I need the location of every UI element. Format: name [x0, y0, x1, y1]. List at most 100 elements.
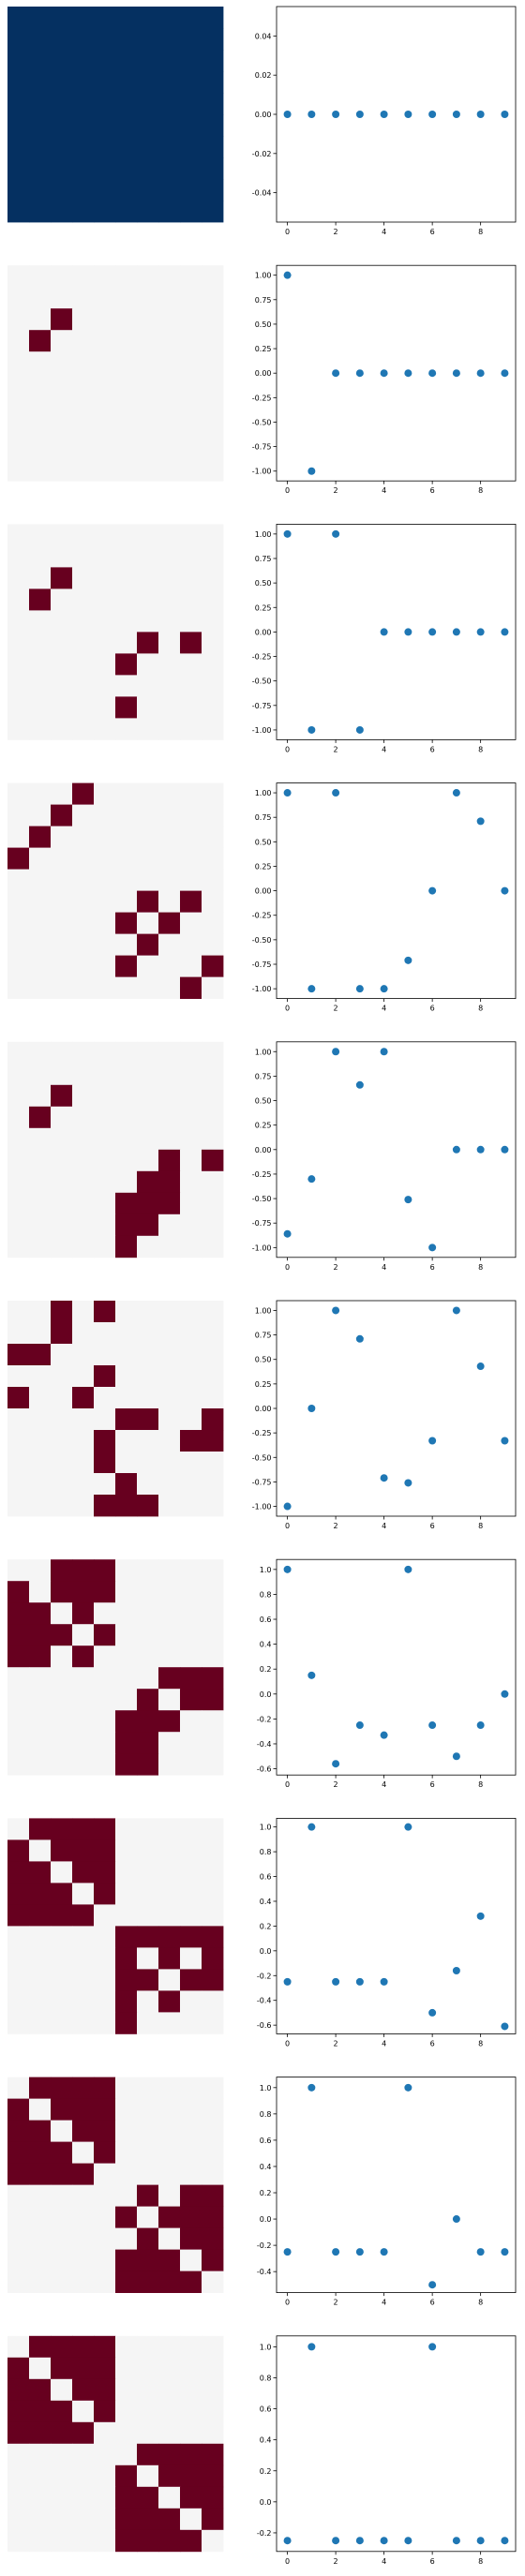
heatmap-cell — [115, 157, 138, 180]
heatmap-cell — [115, 308, 138, 331]
heatmap-cell — [51, 2443, 73, 2466]
heatmap-cell — [202, 2357, 224, 2380]
heatmap-cell — [72, 1689, 95, 1711]
heatmap-cell — [8, 1947, 30, 1970]
x-tick-label: 0 — [285, 2039, 290, 2047]
heatmap-cell — [137, 1904, 159, 1927]
heatmap-cell — [72, 1753, 95, 1776]
heatmap-cell — [115, 2120, 138, 2142]
heatmap-cell — [72, 675, 95, 697]
x-tick-label: 6 — [430, 2557, 435, 2566]
heatmap-cell — [202, 201, 224, 223]
heatmap-panel-7 — [8, 1559, 224, 1776]
y-tick-label: 0.4 — [260, 2436, 272, 2445]
y-tick-label: 0.0 — [260, 1690, 272, 1699]
heatmap-cell — [158, 782, 181, 805]
data-point — [355, 985, 364, 993]
y-tick-label: 0.8 — [260, 1848, 272, 1856]
heatmap-cell — [158, 1581, 181, 1603]
heatmap-cell — [180, 653, 202, 676]
heatmap-cell — [137, 2486, 159, 2509]
data-point — [380, 1474, 388, 1482]
data-point — [308, 1671, 316, 1679]
heatmap-cell — [158, 373, 181, 395]
heatmap-cell — [94, 675, 116, 697]
heatmap-cell — [72, 2184, 95, 2207]
heatmap-cell — [115, 2077, 138, 2099]
heatmap-cell — [94, 2206, 116, 2228]
heatmap-cell — [180, 1710, 202, 1733]
heatmap-cell — [180, 1947, 202, 1970]
heatmap-cell — [202, 1063, 224, 1086]
y-tick-label: -0.4 — [257, 2268, 272, 2276]
heatmap-cell — [115, 1818, 138, 1840]
heatmap-cell — [51, 438, 73, 460]
heatmap-cell — [8, 2120, 30, 2142]
heatmap-cell — [51, 201, 73, 223]
heatmap-cell — [51, 632, 73, 654]
data-point — [476, 1145, 485, 1154]
heatmap-cell — [8, 2012, 30, 2034]
y-tick-label: 0.8 — [260, 2374, 272, 2382]
heatmap-cell — [51, 136, 73, 158]
heatmap-cell — [8, 2357, 30, 2380]
data-point — [452, 628, 460, 636]
heatmap-cell — [202, 1473, 224, 1496]
heatmap-cell — [51, 1559, 73, 1582]
y-tick-label: 0.6 — [260, 1873, 272, 1882]
data-point — [452, 1752, 460, 1761]
heatmap-cell — [29, 1602, 52, 1625]
heatmap-cell — [8, 1861, 30, 1884]
heatmap-cell — [51, 2400, 73, 2423]
heatmap-cell — [202, 1710, 224, 1733]
heatmap-cell — [180, 50, 202, 72]
heatmap-cell — [137, 50, 159, 72]
heatmap-cell — [72, 2120, 95, 2142]
data-point — [355, 2537, 364, 2545]
heatmap-cell — [158, 1624, 181, 1646]
heatmap-cell — [180, 1235, 202, 1258]
heatmap-cell — [115, 1990, 138, 2013]
heatmap-cell — [137, 933, 159, 956]
heatmap-cell — [94, 1861, 116, 1884]
heatmap-cell — [72, 912, 95, 934]
y-tick-label: 0.2 — [260, 2467, 272, 2476]
heatmap-cell — [137, 2098, 159, 2121]
heatmap-cell — [158, 1127, 181, 1151]
heatmap-cell — [137, 308, 159, 331]
heatmap-cell — [137, 1667, 159, 1690]
heatmap-cell — [137, 2163, 159, 2185]
heatmap-cell — [51, 1041, 73, 1065]
heatmap-cell — [72, 632, 95, 654]
heatmap-cell — [202, 675, 224, 697]
heatmap-cell — [180, 1149, 202, 1172]
heatmap-panel-5 — [8, 1041, 224, 1258]
heatmap-cell — [137, 2529, 159, 2553]
heatmap-cell — [8, 1818, 30, 1840]
heatmap-cell — [115, 1473, 138, 1496]
heatmap-cell — [115, 179, 138, 201]
heatmap-cell — [180, 395, 202, 417]
x-tick-label: 4 — [382, 1263, 386, 1272]
heatmap-cell — [72, 847, 95, 870]
heatmap-cell — [115, 1063, 138, 1086]
x-tick-label: 8 — [478, 1522, 483, 1530]
x-tick-label: 0 — [285, 2557, 290, 2566]
heatmap-cell — [8, 588, 30, 611]
heatmap-cell — [51, 395, 73, 417]
heatmap-cell — [72, 1344, 95, 1366]
y-tick-label: 0.75 — [255, 813, 272, 822]
heatmap-cell — [8, 330, 30, 352]
data-point — [404, 2537, 412, 2545]
data-point — [283, 529, 292, 538]
heatmap-cell — [202, 1322, 224, 1345]
heatmap-cell — [202, 71, 224, 94]
axes-frame — [276, 782, 517, 999]
heatmap-cell — [72, 28, 95, 51]
heatmap-cell — [115, 2443, 138, 2466]
heatmap-cell — [29, 588, 52, 611]
heatmap-cell — [115, 2464, 138, 2488]
heatmap-cell — [180, 265, 202, 288]
heatmap-cell — [29, 2098, 52, 2121]
data-point — [332, 1977, 340, 1986]
